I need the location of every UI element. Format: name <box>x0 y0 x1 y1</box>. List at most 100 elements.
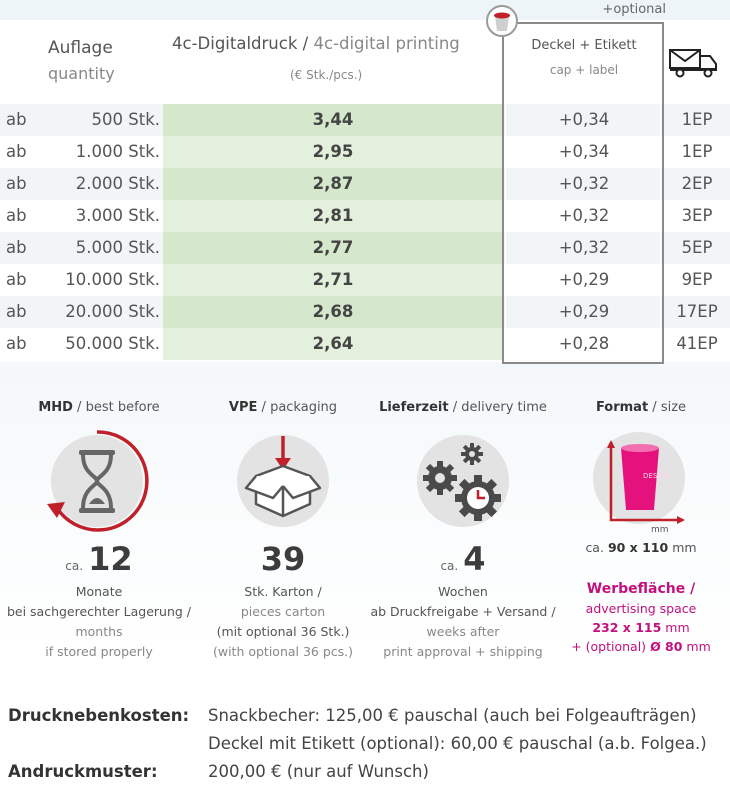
packaging-text: Stk. Karton / pieces carton (mit optiona… <box>182 582 384 662</box>
delivery-line2: ab Druckfreigabe + Versand / <box>370 604 556 619</box>
print-costs-label: Drucknebenkosten: <box>8 706 190 725</box>
best-before-line4: if stored properly <box>45 644 153 659</box>
format-size-value: 90 x 110 <box>607 540 669 555</box>
price-cell: 2,81 <box>312 206 354 225</box>
price-cell: 2,77 <box>163 232 503 264</box>
table-row: ab 10.000 Stk. 2,71 +0,29 9EP <box>0 264 730 296</box>
shipping-units-cell: 41EP <box>676 334 718 353</box>
delivery-line1: Wochen <box>438 584 488 599</box>
quantity-prefix: ab <box>6 238 27 257</box>
best-before-title-en: best before <box>85 400 160 415</box>
format-size-prefix: ca. <box>585 540 604 555</box>
price-cell: 3,44 <box>163 104 503 136</box>
packaging-line2: pieces carton <box>240 604 326 619</box>
best-before-text: Monate bei sachgerechter Lagerung / mont… <box>0 582 200 662</box>
best-before-value: 12 <box>88 540 133 578</box>
format-title-de: Format <box>595 400 649 415</box>
cup-format-icon: DESIGN mm <box>593 432 685 535</box>
advertising-space-size: 232 x 115 <box>592 620 662 635</box>
price-cell: 2,95 <box>312 142 354 161</box>
quantity-prefix: ab <box>6 206 27 225</box>
format-title: Format / size <box>595 400 687 415</box>
advertising-lid-unit: mm <box>686 639 711 654</box>
cap-label-price-cell: +0,34 <box>558 110 610 129</box>
print-costs-value-2: Deckel mit Etikett (optional): 60,00 € p… <box>208 734 707 753</box>
quantity-cell: 2.000 Stk. <box>75 174 160 193</box>
quantity-prefix: ab <box>6 270 27 289</box>
delivery-title: Lieferzeit / delivery time <box>379 400 547 415</box>
quantity-cell: 10.000 Stk. <box>65 270 160 289</box>
packaging-value: 39 <box>260 540 306 578</box>
header-unit: (€ Stk./pcs.) <box>290 68 363 82</box>
info-delivery-time: Lieferzeit / delivery time <box>370 400 555 659</box>
delivery-line3: weeks after <box>426 624 500 639</box>
advertising-lid-size: Ø 80 <box>650 639 683 654</box>
table-row: ab 5.000 Stk. 2,77 +0,32 5EP <box>0 232 730 264</box>
format-title-en: size <box>660 400 687 415</box>
delivery-text: Wochen ab Druckfreigabe + Versand / week… <box>362 582 564 662</box>
header-quantity-de: Auflage <box>48 38 113 58</box>
truck-mail-icon <box>669 49 717 78</box>
packaging-title-en: packaging <box>270 400 338 415</box>
advertising-lid-prefix: + (optional) <box>571 639 647 654</box>
advertising-space-size-unit: mm <box>665 620 690 635</box>
shipping-units-cell: 2EP <box>681 174 713 193</box>
best-before-title-de: MHD <box>38 400 73 415</box>
open-box-icon <box>237 435 329 527</box>
packaging-value-line: 39 <box>192 540 374 578</box>
quantity-prefix: ab <box>6 334 27 353</box>
cap-label-price-cell: +0,32 <box>558 174 610 193</box>
table-row: ab 3.000 Stk. 2,81 +0,32 3EP <box>0 200 730 232</box>
advertising-space-title: Werbefläche / <box>586 581 696 597</box>
cap-label-price-cell: +0,29 <box>558 270 610 289</box>
shipping-units-cell: 5EP <box>681 238 713 257</box>
quantity-prefix: ab <box>6 174 27 193</box>
quantity-cell: 500 Stk. <box>91 110 160 129</box>
delivery-line4: print approval + shipping <box>383 644 543 659</box>
table-row: ab 500 Stk. 3,44 +0,34 1EP <box>0 104 730 136</box>
price-table: Auflage quantity 4c-Digitaldruck / 4c-di… <box>0 20 730 362</box>
quantity-cell: 3.000 Stk. <box>75 206 160 225</box>
best-before-line3: months <box>75 624 123 639</box>
packaging-title: VPE / packaging <box>228 400 338 415</box>
best-before-prefix: ca. <box>65 559 84 573</box>
shipping-units-cell: 17EP <box>676 302 718 321</box>
delivery-title-en: delivery time <box>461 400 547 415</box>
proof-sample-label: Andruckmuster: <box>8 762 158 781</box>
table-row: ab 2.000 Stk. 2,87 +0,32 2EP <box>0 168 730 200</box>
packaging-line1: Stk. Karton / <box>244 584 322 599</box>
best-before-value-line: ca. 12 <box>8 540 190 578</box>
info-format: Format / size DESIGN mm ca. 90 x 110 mm … <box>550 400 730 654</box>
cap-column-frame <box>502 22 664 364</box>
packaging-title-de: VPE <box>228 400 258 415</box>
best-before-line2: bei sachgerechter Lagerung / <box>6 604 192 619</box>
optional-label: +optional <box>602 2 666 17</box>
quantity-prefix: ab <box>6 110 27 129</box>
table-row: ab 1.000 Stk. 2,95 +0,34 1EP <box>0 136 730 168</box>
header-digital-printing: 4c-Digitaldruck / 4c-digital printing <box>172 34 460 53</box>
table-row: ab 20.000 Stk. 2,68 +0,29 17EP <box>0 296 730 328</box>
table-row: ab 50.000 Stk. 2,64 +0,28 41EP <box>0 328 730 360</box>
best-before-title: MHD / best before <box>38 400 160 415</box>
cap-label-price-cell: +0,32 <box>558 238 610 257</box>
format-size-line: ca. 90 x 110 mm <box>550 540 730 555</box>
advertising-space-size-line: 232 x 115 mm <box>540 618 730 637</box>
info-packaging: VPE / packaging 39 Stk. Karton / pieces … <box>192 400 374 659</box>
cap-label-price-cell: +0,29 <box>558 302 610 321</box>
header-digital-en: 4c-digital printing <box>313 34 460 53</box>
proof-sample-value: 200,00 € (nur auf Wunsch) <box>208 762 429 781</box>
quantity-prefix: ab <box>6 142 27 161</box>
info-best-before: MHD / best before ca. 12 Monate bei sach… <box>7 400 191 659</box>
header-quantity: Auflage quantity <box>48 36 115 86</box>
cup-axis-unit: mm <box>651 525 669 535</box>
header-quantity-en: quantity <box>48 64 115 83</box>
advertising-space-en: advertising space <box>585 601 697 616</box>
price-cell: 2,68 <box>163 296 503 328</box>
header-cap-label: Deckel + Etikett cap + label <box>504 38 664 77</box>
shipping-units-cell: 1EP <box>681 110 713 129</box>
header-digital-sep: / <box>297 34 314 53</box>
quantity-cell: 50.000 Stk. <box>65 334 160 353</box>
cup-badge-icon <box>486 5 518 37</box>
best-before-line1: Monate <box>75 584 123 599</box>
packaging-line4: (with optional 36 pcs.) <box>212 644 354 659</box>
